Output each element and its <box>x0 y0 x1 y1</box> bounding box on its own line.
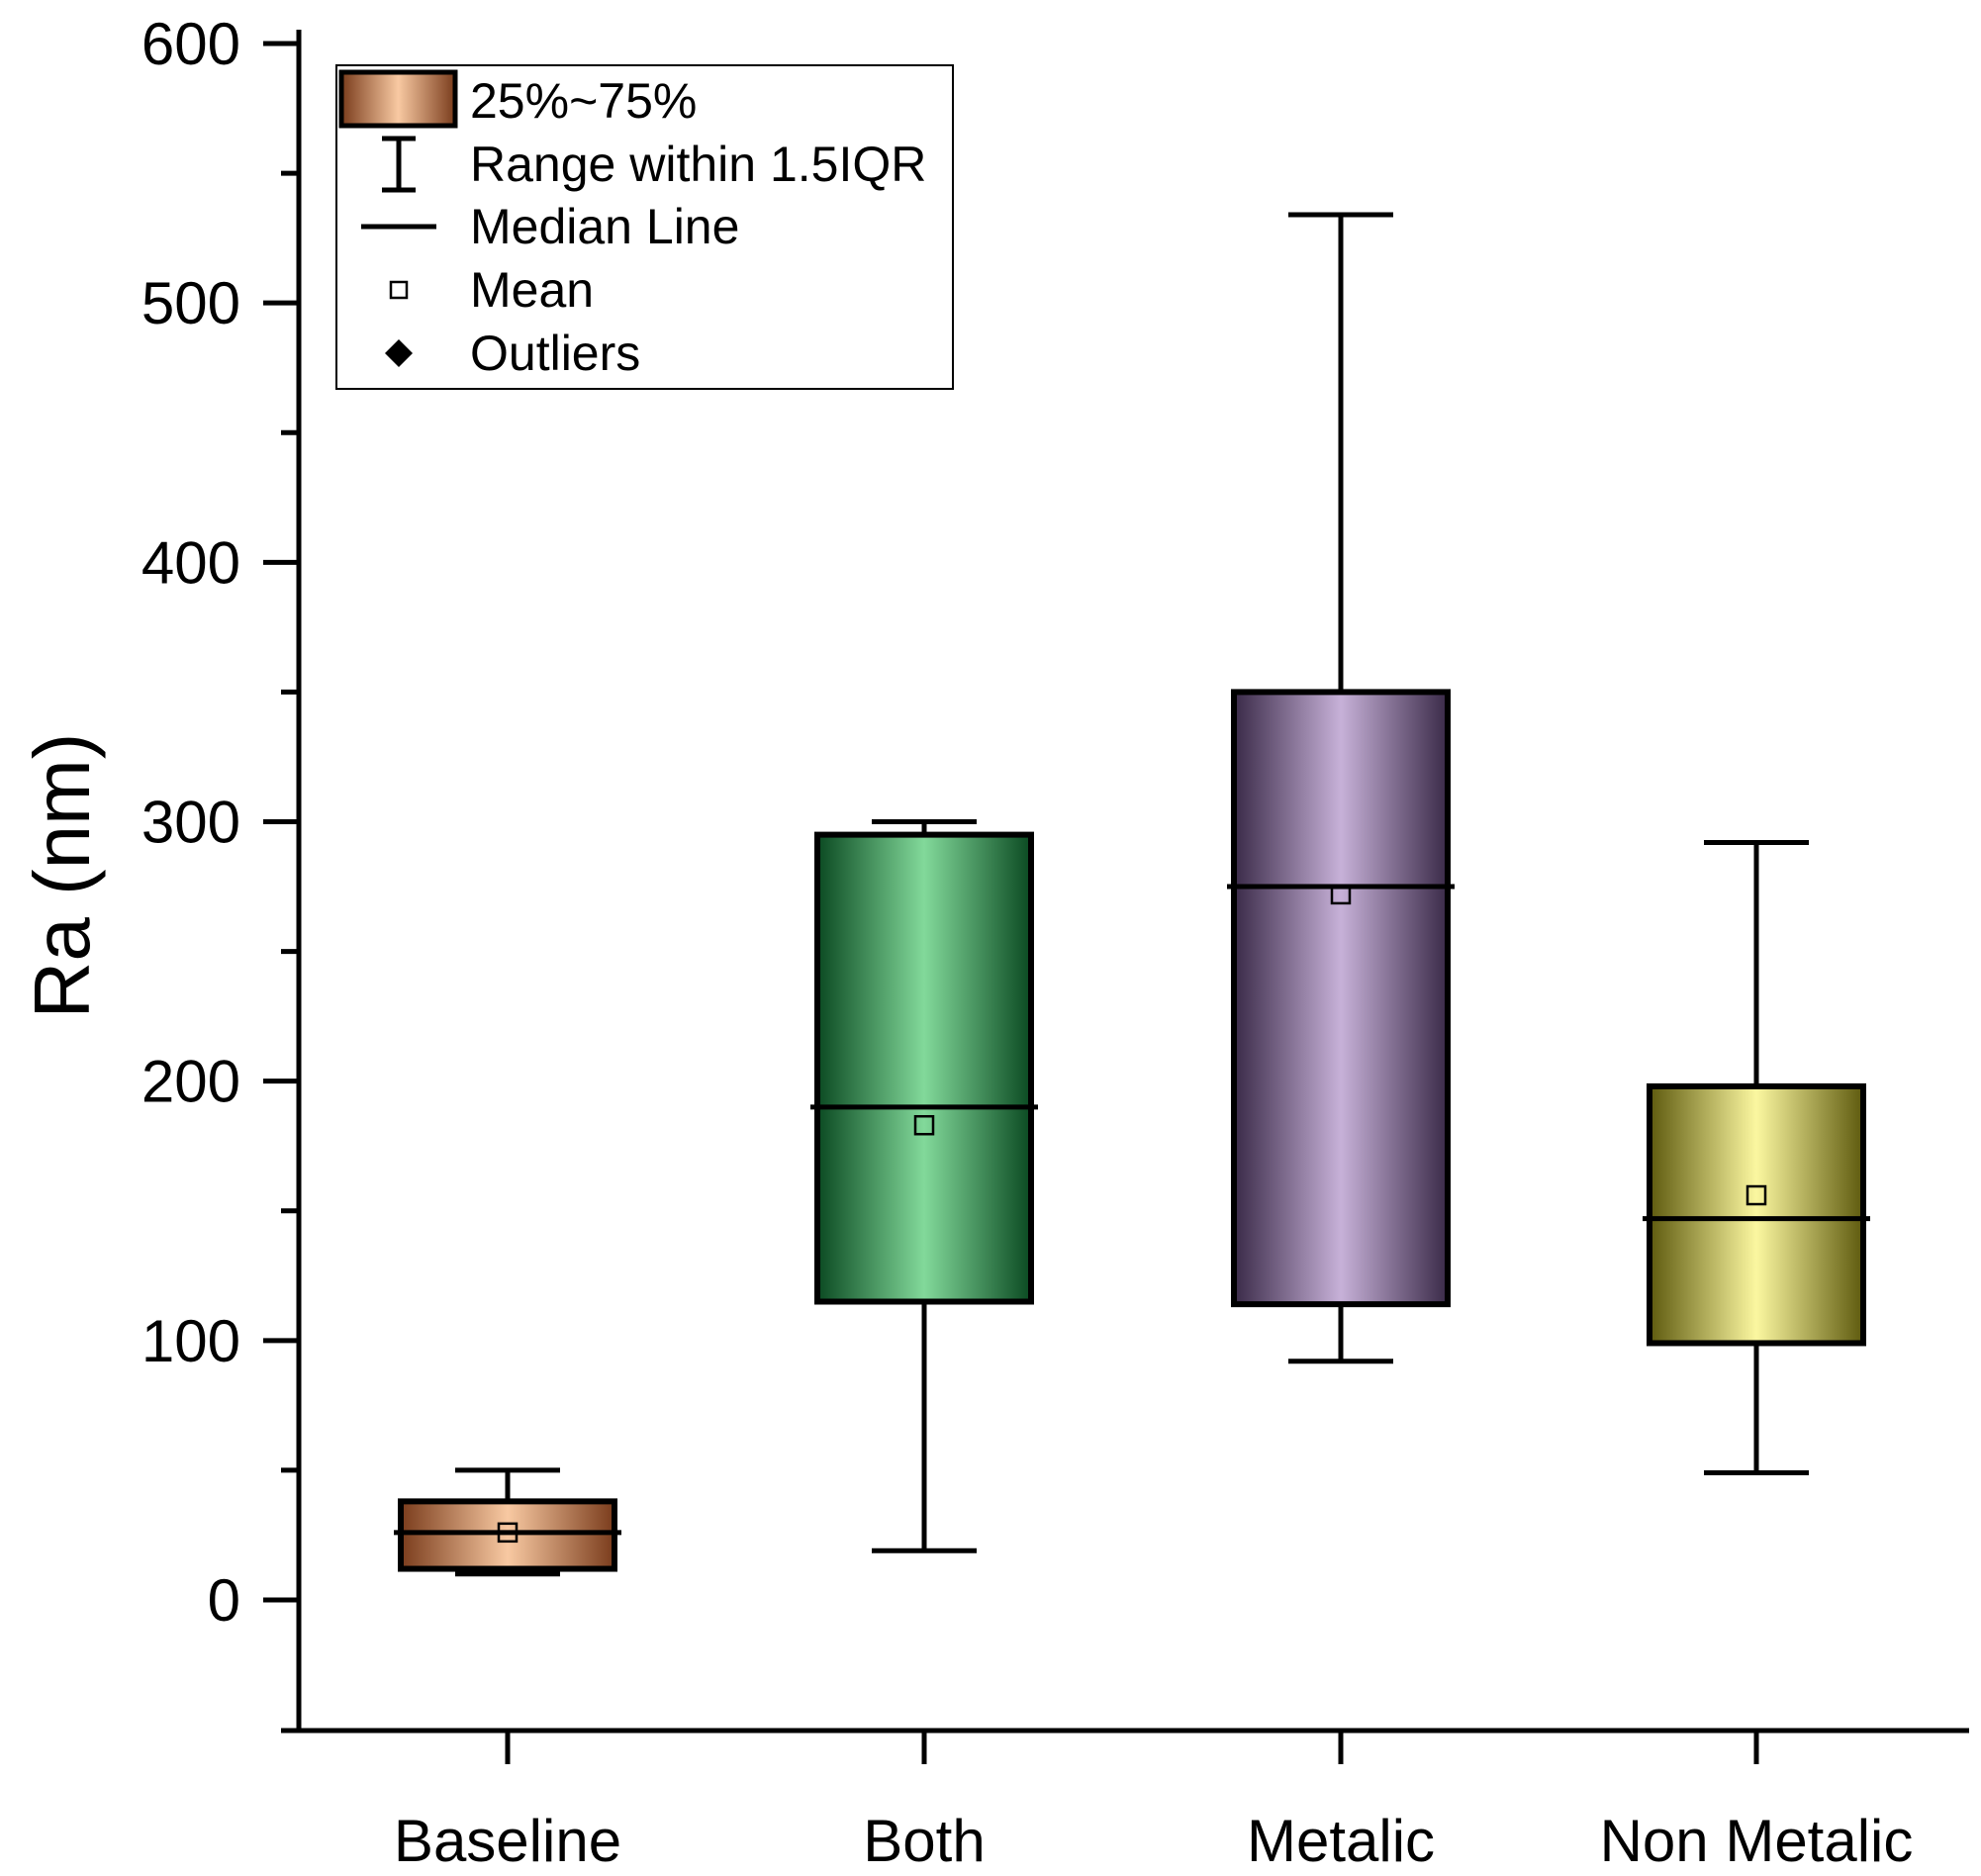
legend-label: Range within 1.5IQR <box>470 137 926 192</box>
y-tick-label: 600 <box>142 11 240 77</box>
legend-outlier-icon <box>385 339 413 367</box>
y-tick-label: 300 <box>142 790 240 856</box>
y-axis-title: Ra (nm) <box>18 733 106 1019</box>
legend-item-box: 25%~75% <box>338 69 697 129</box>
box-baseline <box>394 1467 621 1577</box>
y-tick-label: 0 <box>208 1567 240 1634</box>
legend-mean-icon <box>389 280 409 300</box>
mean-marker <box>1745 1184 1767 1206</box>
iqr-box <box>1647 1082 1866 1347</box>
boxes-layer <box>394 212 1870 1577</box>
legend-label: Outliers <box>470 326 640 381</box>
legend: 25%~75% Range within 1.5IQR Median Line Mea… <box>335 64 954 390</box>
x-tick-label: Non Metalic <box>1600 1808 1914 1874</box>
mean-marker <box>497 1522 519 1544</box>
iqr-box <box>398 1498 617 1572</box>
mean-marker <box>1330 884 1352 905</box>
legend-label: Mean <box>470 262 594 318</box>
legend-item-median: Median Line <box>361 199 739 254</box>
iqr-box <box>1231 689 1451 1308</box>
legend-item-range: Range within 1.5IQR <box>382 136 926 193</box>
x-tick-label: Baseline <box>394 1808 621 1874</box>
box-non-metalic <box>1643 839 1870 1476</box>
legend-label: Median Line <box>470 199 739 254</box>
legend-item-mean: Mean <box>389 262 594 318</box>
legend-box-icon <box>338 69 458 129</box>
y-tick-label: 400 <box>142 529 240 596</box>
box-metalic <box>1227 212 1455 1364</box>
y-tick-label: 200 <box>142 1049 240 1115</box>
legend-label: 25%~75% <box>470 73 697 129</box>
axes-layer: 0 100 200 300 400 500 600 Baseline Both Metalic No… <box>142 11 1969 1874</box>
box-both <box>810 819 1038 1553</box>
x-tick-label: Metalic <box>1247 1808 1435 1874</box>
x-tick-label: Both <box>863 1808 985 1874</box>
iqr-box <box>814 831 1034 1305</box>
legend-item-outliers: Outliers <box>385 326 640 381</box>
mean-marker <box>913 1114 935 1136</box>
y-tick-label: 100 <box>142 1308 240 1374</box>
y-tick-label: 500 <box>142 270 240 336</box>
